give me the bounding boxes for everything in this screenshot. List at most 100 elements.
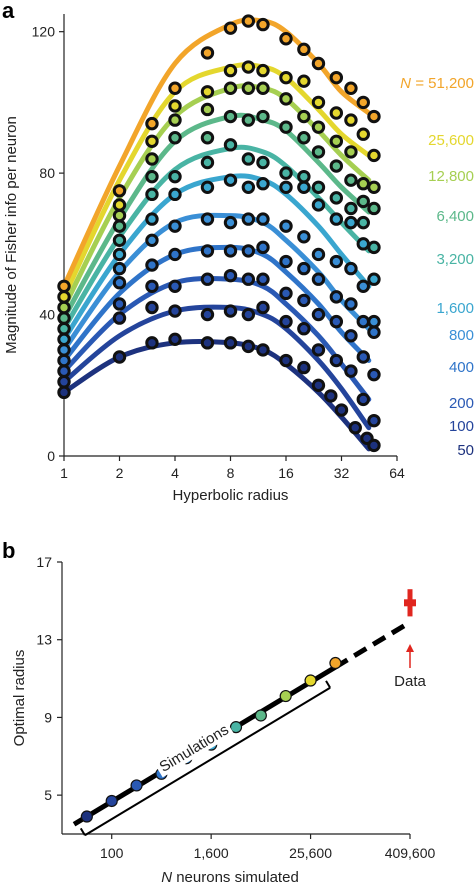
panel-a-data-point	[356, 95, 370, 110]
panel-a-data-point	[256, 272, 270, 286]
panel-a-ytick-label: 40	[39, 307, 55, 323]
panel-a-ytick-label: 0	[47, 448, 55, 464]
panel-a-data-point	[223, 63, 238, 78]
panel-a-data-point	[112, 208, 127, 223]
panel-a-ytick-label: 120	[32, 24, 56, 40]
panel-a-series-label: 100	[449, 418, 474, 435]
panel-a-data-point	[344, 113, 358, 127]
panel-a-series-label: 6,400	[436, 208, 474, 225]
panel-a-data-point	[223, 244, 238, 258]
panel-a-data-point	[168, 99, 182, 113]
panel-a-data-point	[297, 74, 311, 88]
panel-a-data-point	[344, 297, 358, 311]
panel-a-data-point	[145, 152, 159, 166]
panel-a-data-point	[329, 106, 344, 120]
panel-a-data-point	[200, 85, 215, 99]
panel-a-data-point	[200, 102, 215, 117]
panel-b-xtick-label: 1,600	[194, 845, 229, 861]
panel-a-data-point	[329, 353, 344, 368]
panel-a-data-point	[256, 17, 270, 32]
panel-a-data-point	[297, 109, 311, 124]
panel-a-data-point	[223, 336, 238, 350]
panel-b-simulations-label-bg	[153, 719, 235, 778]
panel-b-data-point	[80, 810, 93, 823]
panel-a-data-point	[344, 215, 358, 230]
panel-a-data-point	[367, 272, 381, 286]
panel-a-xtick-label: 8	[227, 465, 235, 481]
panel-a-series-label: 400	[449, 359, 474, 376]
panel-a-data-point	[168, 169, 182, 184]
panel-a-data-point	[356, 350, 370, 364]
panel-a-data-point	[241, 14, 256, 28]
panel-a-data-point	[168, 304, 182, 318]
panel-a-data-point	[344, 145, 358, 159]
x-axis-label-n: N	[161, 869, 172, 886]
panel-a-data-point	[223, 215, 238, 230]
panel-a-data-point	[200, 244, 215, 258]
panel-a-data-point	[223, 21, 238, 35]
panel-a-data-point	[57, 343, 71, 357]
panel-a-data-point	[367, 413, 381, 428]
panel-a-data-point	[279, 32, 293, 46]
panel-a-data-point	[348, 421, 362, 435]
panel-a-data-point	[311, 198, 326, 212]
panel-a-data-point	[241, 272, 256, 286]
panel-a: a 0 40 80 120 1 2 4 8 16 32 64 Hyperbolic radius Magn…	[2, 0, 474, 504]
panel-a-data-point	[279, 92, 293, 106]
panel-a-series-label: 1,600	[436, 300, 474, 317]
panel-a-data-point	[279, 286, 293, 301]
panel-a-data-point	[241, 212, 256, 226]
panel-a-data-point	[200, 180, 215, 194]
panel-a-data-point	[241, 60, 256, 74]
panel-a-data-point	[57, 385, 71, 400]
panel-a-data-point	[256, 155, 270, 170]
panel-b-label: b	[2, 538, 15, 563]
panel-a-data-point	[241, 180, 256, 194]
panel-b-data-point	[329, 656, 342, 670]
panel-a-data-point	[311, 378, 326, 392]
panel-a-data-point	[356, 314, 370, 329]
panel-a-data-point	[145, 336, 159, 350]
panel-a-data-point	[223, 173, 238, 187]
panel-a-data-point	[145, 300, 159, 315]
panel-a-data-point	[279, 180, 293, 194]
panel-a-label: a	[2, 0, 15, 23]
panel-a-series-label: 3,200	[436, 251, 474, 268]
panel-a-data-point	[356, 392, 370, 407]
panel-b-fit-line-dashed	[334, 620, 412, 670]
panel-a-data-point	[344, 261, 358, 276]
panel-a-data-point	[367, 367, 381, 382]
panel-a-data-point	[311, 180, 326, 194]
panel-a-data-point	[168, 81, 182, 95]
panel-b-data-point	[279, 689, 292, 703]
panel-b-data-label: Data	[394, 673, 426, 690]
panel-a-data-point	[356, 177, 370, 191]
panel-a-fit-curve	[61, 338, 372, 452]
panel-b-xtick-label: 25,600	[289, 845, 332, 861]
panel-a-data-point	[241, 152, 256, 166]
panel-a-data-point	[256, 177, 270, 191]
panel-a-data-point	[367, 314, 381, 329]
panel-a-data-point	[311, 145, 326, 159]
panel-a-series-label: 200	[449, 395, 474, 412]
panel-b-ytick-label: 17	[36, 554, 52, 570]
panel-a-xtick-label: 32	[334, 465, 350, 481]
panel-a-data-point	[112, 297, 127, 311]
panel-a-data-point	[145, 233, 159, 248]
panel-a-data-point	[344, 364, 358, 378]
panel-a-data-point	[223, 268, 238, 283]
panel-a-data-point	[57, 300, 71, 315]
panel-a-data-point	[112, 184, 127, 198]
panel-a-data-point	[297, 180, 311, 194]
panel-a-data-point	[356, 237, 370, 251]
panel-a-data-point	[311, 56, 326, 71]
panel-a-data-point	[223, 81, 238, 95]
panel-a-data-point	[356, 279, 370, 293]
panel-b-data-point	[130, 779, 143, 792]
panel-a-data-point	[57, 322, 71, 336]
panel-a-series-label: 25,600	[428, 132, 474, 149]
panel-a-data-point	[311, 247, 326, 262]
panel-a-fit-curve	[61, 304, 372, 431]
panel-a-data-point	[57, 290, 71, 304]
